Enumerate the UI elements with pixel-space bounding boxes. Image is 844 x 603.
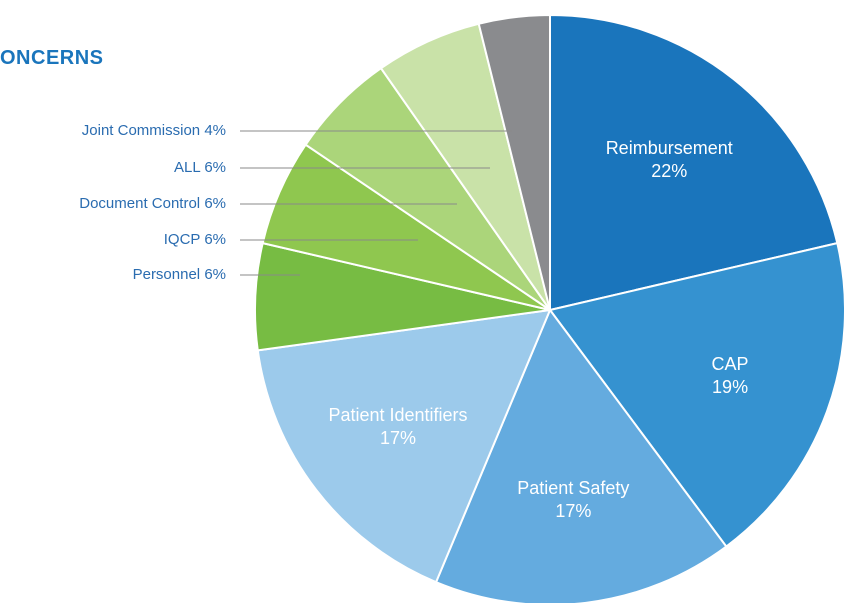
slice-label: Joint Commission 4% xyxy=(82,122,226,139)
slice-name: Patient Safety xyxy=(517,478,630,499)
slice-name: IQCP xyxy=(164,231,201,248)
slice-value: 6% xyxy=(204,195,226,212)
slice-value: 17% xyxy=(555,501,592,522)
slice-name: ALL xyxy=(174,159,200,176)
chart-title: ONCERNS xyxy=(0,47,104,69)
pie-slice xyxy=(256,308,552,584)
slice-name: Patient Identifiers xyxy=(328,404,468,425)
slice-name: CAP xyxy=(711,353,749,374)
slice-name: Reimbursement xyxy=(605,137,733,158)
slice-value: 6% xyxy=(204,266,226,283)
pie-slice xyxy=(549,13,839,312)
slice-label-box: Reimbursement 22% xyxy=(594,120,744,200)
pie-slice xyxy=(477,13,551,311)
slice-name: Joint Commission xyxy=(82,122,200,139)
slice-label: Personnel 6% xyxy=(133,266,226,283)
slice-label: Document Control 6% xyxy=(79,195,226,212)
slice-value: 4% xyxy=(204,122,226,139)
slice-label: IQCP 6% xyxy=(164,231,226,248)
slice-value: 6% xyxy=(204,231,226,248)
slice-label-box: Patient Safety 17% xyxy=(498,460,648,540)
slice-name: Document Control xyxy=(79,195,200,212)
slice-label-box: CAP 19% xyxy=(655,336,805,416)
slice-value: 22% xyxy=(651,160,688,181)
slice-label-box: Patient Identifiers 17% xyxy=(323,387,473,467)
slice-label: ALL 6% xyxy=(174,159,226,176)
slice-name: Personnel xyxy=(133,266,201,283)
slice-value: 6% xyxy=(204,159,226,176)
pie-slice xyxy=(548,241,844,548)
slice-value: 17% xyxy=(380,427,417,448)
slice-value: 19% xyxy=(712,376,749,397)
